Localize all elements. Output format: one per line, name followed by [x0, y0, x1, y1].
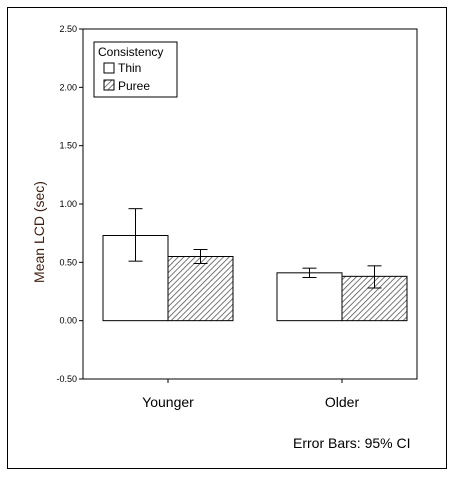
y-tick-label: 1.50	[59, 141, 77, 151]
legend-swatch-puree	[103, 79, 115, 91]
x-category-label: Younger	[142, 394, 194, 410]
legend-label-puree: Puree	[118, 79, 150, 93]
bar-chart: Mean LCD (sec) -0.50 0.00 0.50 1.00 1.50 2.00…	[31, 24, 418, 451]
x-axis-categories: Younger Older	[142, 379, 359, 410]
chart-frame: Mean LCD (sec) -0.50 0.00 0.50 1.00 1.50 2.00…	[7, 7, 447, 469]
y-tick-label: 0.50	[59, 257, 77, 267]
legend-label-thin: Thin	[118, 61, 141, 75]
x-category-label: Older	[325, 394, 360, 410]
error-bars-footnote: Error Bars: 95% CI	[293, 435, 410, 451]
y-tick-label: -0.50	[56, 374, 77, 384]
y-tick-label: 2.50	[59, 24, 77, 34]
y-tick-label: 1.00	[59, 199, 77, 209]
legend-swatch-thin	[103, 62, 115, 74]
y-axis-label: Mean LCD (sec)	[31, 181, 47, 283]
legend: Consistency Thin Puree	[93, 41, 178, 98]
y-tick-label: 2.00	[59, 82, 77, 92]
legend-title: Consistency	[98, 45, 163, 59]
error-bars	[128, 208, 382, 289]
bars	[102, 235, 408, 322]
y-tick-label: 0.00	[59, 316, 77, 326]
bar-thin-older	[276, 272, 343, 322]
bar-puree-younger	[167, 256, 234, 322]
y-axis-ticks: -0.50 0.00 0.50 1.00 1.50 2.00 2.50	[56, 24, 83, 384]
